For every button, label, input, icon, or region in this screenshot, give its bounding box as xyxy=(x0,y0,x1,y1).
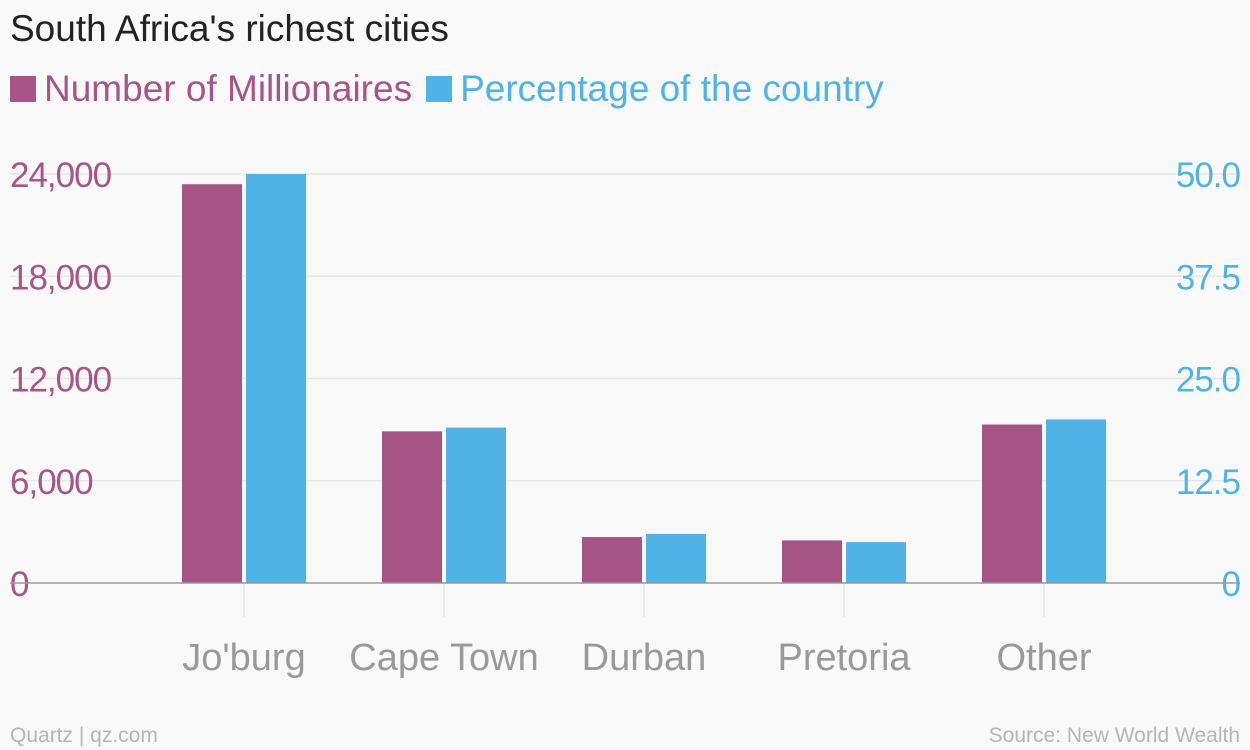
right-axis-tick-label: 25.0 xyxy=(1176,361,1241,400)
bar-percentage xyxy=(1046,419,1106,583)
left-axis-tick-label: 6,000 xyxy=(10,463,93,502)
footer-source: Source: New World Wealth xyxy=(988,724,1240,747)
legend-label-percentage: Percentage of the country xyxy=(460,68,884,109)
left-axis-tick-label: 0 xyxy=(10,565,29,604)
category-label: Other xyxy=(996,637,1091,679)
left-axis-tick-label: 18,000 xyxy=(10,258,112,297)
chart-legend: Number of Millionaires Percentage of the… xyxy=(10,68,898,110)
bar-millionaires xyxy=(782,540,842,583)
legend-item-percentage: Percentage of the country xyxy=(426,68,884,110)
legend-swatch-percentage xyxy=(426,76,453,102)
bar-millionaires xyxy=(582,536,642,583)
bar-millionaires xyxy=(182,184,242,583)
footer-credit: Quartz | qz.com xyxy=(10,724,158,747)
category-label: Durban xyxy=(582,637,707,679)
legend-label-millionaires: Number of Millionaires xyxy=(44,68,413,109)
bar-percentage xyxy=(446,427,506,583)
left-axis-tick-label: 12,000 xyxy=(10,361,112,400)
bar-percentage xyxy=(246,174,306,583)
category-label: Cape Town xyxy=(349,637,538,679)
category-label: Pretoria xyxy=(777,637,911,679)
legend-swatch-millionaires xyxy=(10,76,36,102)
right-axis-tick-label: 12.5 xyxy=(1176,463,1240,502)
category-label: Jo'burg xyxy=(182,637,305,679)
right-axis-tick-label: 50.0 xyxy=(1176,156,1241,195)
left-axis-tick-label: 24,000 xyxy=(10,156,112,195)
bar-millionaires xyxy=(382,431,442,583)
bar-percentage xyxy=(846,542,906,583)
bar-millionaires xyxy=(982,424,1042,583)
right-axis-tick-label: 37.5 xyxy=(1176,258,1240,297)
bar-percentage xyxy=(646,533,706,583)
right-axis-tick-label: 0 xyxy=(1222,565,1241,604)
chart-title: South Africa's richest cities xyxy=(10,8,449,49)
legend-item-millionaires: Number of Millionaires xyxy=(10,68,412,110)
